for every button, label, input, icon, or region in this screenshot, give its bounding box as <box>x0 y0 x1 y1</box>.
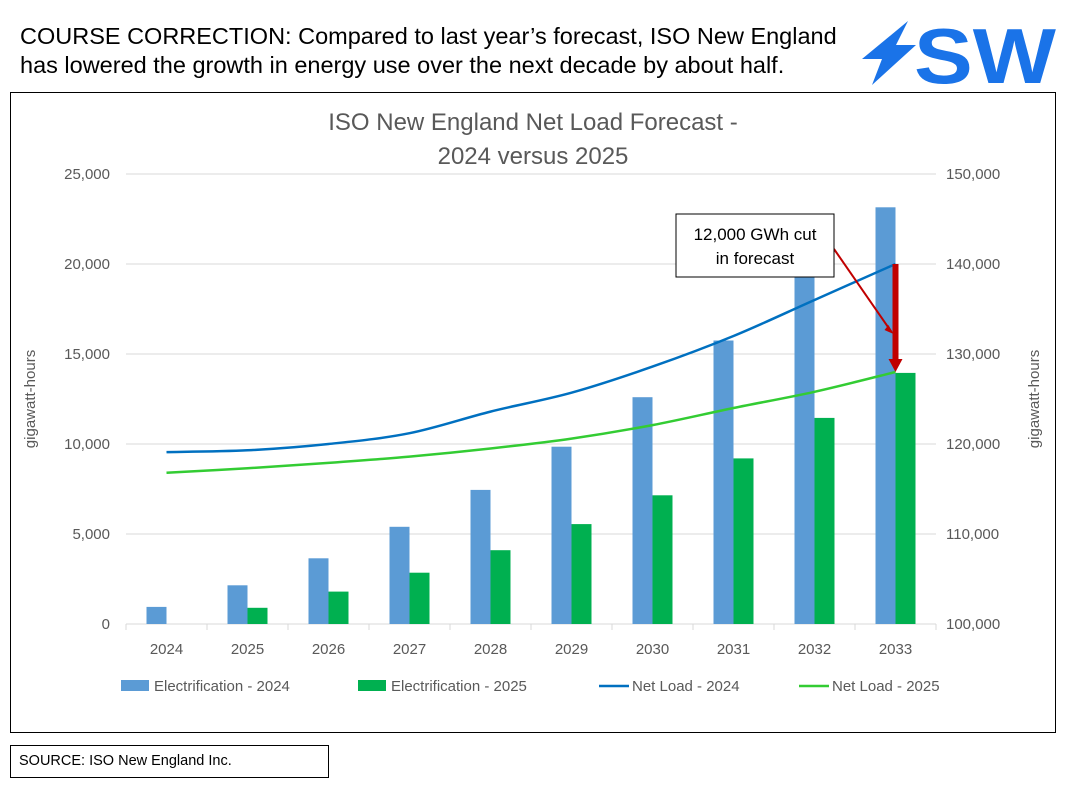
y-tick-right: 100,000 <box>946 616 1000 633</box>
logo: SW <box>862 17 1056 89</box>
bar-electrification-2024 <box>470 489 491 624</box>
x-tick-label: 2031 <box>717 641 750 658</box>
y-tick-left: 15,000 <box>64 346 110 363</box>
bar-electrification-2024 <box>389 526 410 624</box>
source-note: SOURCE: ISO New England Inc. <box>10 745 329 778</box>
x-tick-label: 2027 <box>393 641 426 658</box>
y-tick-left: 10,000 <box>64 436 110 453</box>
y-tick-left: 25,000 <box>64 166 110 183</box>
bar-electrification-2024 <box>308 558 329 624</box>
bar-electrification-2024 <box>794 273 815 624</box>
callout-leader-arrowhead <box>884 325 894 334</box>
bar-electrification-2024 <box>713 340 734 624</box>
legend-swatch-bar <box>358 680 386 691</box>
chart-frame: ISO New England Net Load Forecast - 2024 … <box>10 92 1056 733</box>
x-tick-label: 2030 <box>636 641 669 658</box>
line-net-load-2024 <box>166 262 897 454</box>
y-tick-right: 110,000 <box>946 526 999 543</box>
callout-leader-line <box>833 248 893 333</box>
headline: COURSE CORRECTION: Compared to last year… <box>20 23 837 78</box>
bar-electrification-2025 <box>652 495 673 624</box>
line-net-load-2025 <box>166 370 896 475</box>
bar-electrification-2025 <box>814 417 835 624</box>
bar-electrification-2024 <box>875 207 896 625</box>
bar-electrification-2025 <box>733 458 754 624</box>
annotation-line2: in forecast <box>716 249 795 268</box>
y-tick-right: 140,000 <box>946 256 1000 273</box>
x-tick-label: 2024 <box>150 641 183 658</box>
bar-electrification-2024 <box>227 585 248 624</box>
bar-electrification-2025 <box>895 372 916 624</box>
bar-electrification-2025 <box>409 572 430 624</box>
y-tick-left: 20,000 <box>64 256 110 273</box>
chart: ISO New England Net Load Forecast - 2024 … <box>22 109 1043 695</box>
chart-title-line1: ISO New England Net Load Forecast - <box>328 109 738 136</box>
x-tick-label: 2029 <box>555 641 588 658</box>
chart-title-line2: 2024 versus 2025 <box>438 143 629 170</box>
y-tick-left: 5,000 <box>72 526 110 543</box>
cut-arrow-shaft <box>892 264 899 360</box>
bar-electrification-2025 <box>328 591 349 624</box>
logo-text: SW <box>914 17 1056 89</box>
bar-electrification-2024 <box>551 446 572 624</box>
legend-swatch-bar <box>121 680 149 691</box>
legend-label: Electrification - 2025 <box>391 678 527 695</box>
legend-label: Net Load - 2025 <box>832 678 940 695</box>
legend-label: Electrification - 2024 <box>154 678 290 695</box>
y-tick-right: 130,000 <box>946 346 1000 363</box>
bar-electrification-2025 <box>571 524 592 624</box>
x-tick-label: 2033 <box>879 641 912 658</box>
y-tick-right: 120,000 <box>946 436 1000 453</box>
bar-electrification-2024 <box>632 397 653 624</box>
cut-arrow-head <box>888 359 903 372</box>
x-tick-label: 2026 <box>312 641 345 658</box>
x-tick-label: 2032 <box>798 641 831 658</box>
y-axis-label-left: gigawatt-hours <box>22 350 39 448</box>
bar-electrification-2025 <box>247 607 268 624</box>
annotation-line1: 12,000 GWh cut <box>694 225 817 244</box>
y-tick-left: 0 <box>102 616 110 633</box>
lightning-bolt-icon <box>862 21 916 85</box>
bar-electrification-2024 <box>146 606 167 624</box>
bar-electrification-2025 <box>490 550 511 624</box>
x-tick-label: 2025 <box>231 641 264 658</box>
y-tick-right: 150,000 <box>946 166 1000 183</box>
annotation-box <box>675 213 835 278</box>
y-axis-label-right: gigawatt-hours <box>1026 350 1043 448</box>
x-tick-label: 2028 <box>474 641 507 658</box>
legend-label: Net Load - 2024 <box>632 678 740 695</box>
